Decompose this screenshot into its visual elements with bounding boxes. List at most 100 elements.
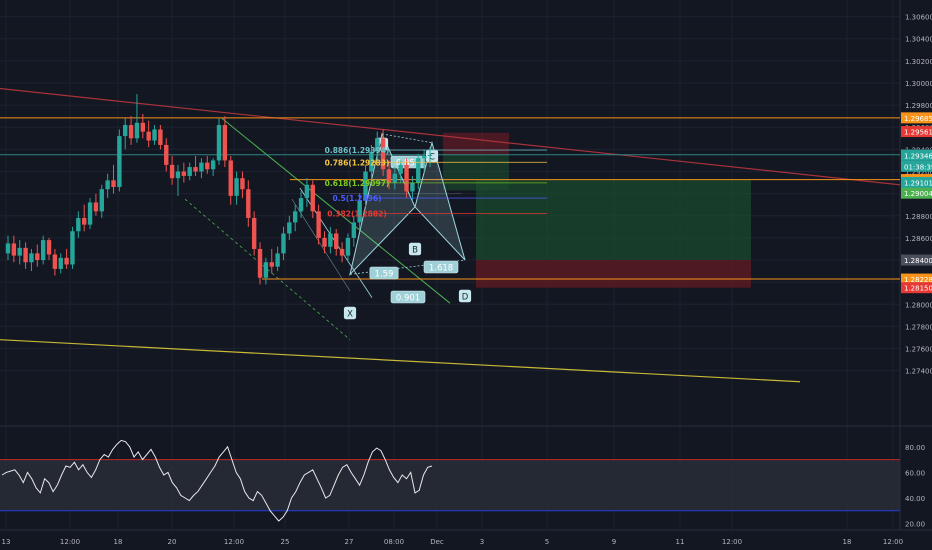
price-tick-label: 1.30200 xyxy=(905,58,932,66)
candle xyxy=(35,244,40,267)
candle xyxy=(304,178,310,207)
candle-body xyxy=(123,125,128,137)
price-label: 1.29004 xyxy=(904,190,932,198)
candle-body xyxy=(134,122,140,139)
candle xyxy=(398,160,403,183)
candle xyxy=(58,253,63,274)
candle xyxy=(281,226,286,261)
price-tick-label: 1.29200 xyxy=(905,169,932,177)
candle xyxy=(216,118,222,165)
candle xyxy=(199,158,204,179)
candle-body xyxy=(298,198,304,212)
candle-body xyxy=(81,217,87,225)
candle xyxy=(205,156,210,174)
candle xyxy=(111,164,116,194)
candle-body xyxy=(23,247,28,263)
candle xyxy=(52,248,58,276)
candle xyxy=(275,246,280,272)
price-label-box xyxy=(901,149,932,161)
candle xyxy=(81,204,87,232)
candle-body xyxy=(339,248,345,256)
candle-body xyxy=(375,138,380,152)
candle xyxy=(70,226,75,269)
candle-body xyxy=(357,200,362,223)
ratio-label-box xyxy=(423,260,459,274)
candle xyxy=(292,204,298,232)
price-tick-label: 1.27600 xyxy=(905,346,932,354)
candle-body xyxy=(111,180,116,187)
fib-label: 0.5(1.2896) xyxy=(332,194,381,203)
candle-body xyxy=(35,253,40,261)
rsi-tick-label: 80.00 xyxy=(905,444,925,452)
yellow-trendline xyxy=(0,339,801,383)
ratio-label-text: 0.853 xyxy=(396,158,420,168)
candle xyxy=(11,235,17,263)
price-label: 1.28228 xyxy=(904,276,932,284)
time-axis[interactable]: 13 12:00 18 20 12:00 25 27 08:00 Dec 3 5 9 11 12:00 18… xyxy=(0,529,932,546)
candle xyxy=(193,156,198,176)
red-trendline xyxy=(0,87,901,186)
candle-body xyxy=(40,240,46,261)
ratio-label: 1.59 xyxy=(369,266,399,280)
candle xyxy=(17,240,22,265)
ratio-label-text: 1.59 xyxy=(375,269,394,279)
candle-body xyxy=(380,138,386,170)
price-label-box xyxy=(901,126,932,138)
candle-body xyxy=(228,160,233,196)
price-label-box xyxy=(901,160,932,172)
candle xyxy=(46,237,52,261)
candle-body xyxy=(275,253,280,267)
candle-body xyxy=(386,169,392,183)
bcd-triangle xyxy=(414,140,466,261)
price-label: 1.29346 xyxy=(904,152,932,160)
price-tick-label: 1.27800 xyxy=(905,323,932,331)
candle xyxy=(93,193,99,216)
candle-body xyxy=(316,211,321,238)
candle-body xyxy=(5,243,11,254)
candle xyxy=(345,233,351,263)
price-tick-label: 1.28800 xyxy=(905,213,932,221)
candle xyxy=(228,156,233,205)
candle xyxy=(210,158,216,176)
candle xyxy=(263,257,269,285)
candle-body xyxy=(146,131,151,141)
rsi-band xyxy=(0,459,900,511)
candle-body xyxy=(251,217,257,249)
candle-body xyxy=(152,129,157,141)
candle xyxy=(29,248,34,272)
risk-reward-zones xyxy=(443,132,751,288)
price-tick-label: 1.27400 xyxy=(905,368,932,376)
candle-body xyxy=(205,162,210,170)
rsi-tick-label: 60.00 xyxy=(905,469,925,477)
price-label-box xyxy=(901,176,932,188)
candle xyxy=(380,129,386,176)
time-tick-label: 12:00 xyxy=(883,538,903,546)
candle-body xyxy=(64,257,69,265)
candle-body xyxy=(175,171,181,179)
candle xyxy=(375,131,380,161)
candle xyxy=(416,153,421,190)
candle-body xyxy=(269,262,274,267)
rsi-tick-label: 20.00 xyxy=(905,521,925,529)
price-label: 1.28150 xyxy=(904,285,932,293)
candle xyxy=(334,229,339,256)
candle xyxy=(427,147,433,168)
horizontal-levels xyxy=(0,117,900,280)
candle-body xyxy=(287,222,292,234)
candle xyxy=(99,184,104,218)
candle xyxy=(128,116,134,145)
candle xyxy=(339,242,345,263)
green-channel-upper xyxy=(221,118,451,304)
price-axis[interactable]: 1.30600 1.30400 1.30200 1.30000 1.29800 1.296… xyxy=(901,14,932,376)
time-tick-label: 25 xyxy=(281,538,290,546)
candle-body xyxy=(334,233,339,249)
candle xyxy=(123,118,128,150)
candle-body xyxy=(369,151,374,172)
fib-label: 0.382(1.2882) xyxy=(327,210,387,219)
candle-body xyxy=(427,154,433,157)
candle-body xyxy=(11,243,17,256)
time-tick-label: 13 xyxy=(2,538,11,546)
ac-leg xyxy=(381,133,433,144)
candle-body xyxy=(70,231,75,265)
